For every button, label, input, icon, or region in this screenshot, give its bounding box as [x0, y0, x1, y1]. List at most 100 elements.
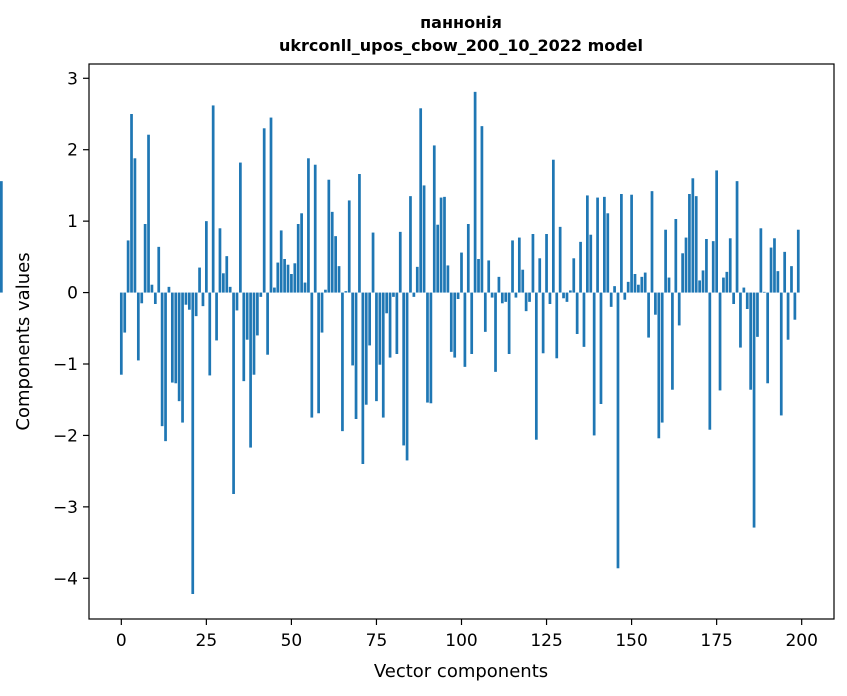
- bar: [705, 239, 708, 293]
- bar: [616, 292, 620, 569]
- bar: [432, 145, 436, 293]
- y-tick-label: −3: [53, 498, 78, 518]
- bar: [351, 292, 354, 366]
- bar: [239, 162, 242, 293]
- bar: [140, 292, 144, 304]
- bar: [191, 292, 195, 594]
- bar: [273, 287, 276, 293]
- bar: [364, 292, 368, 405]
- bar: [711, 241, 715, 293]
- bar: [119, 292, 123, 375]
- bar: [205, 221, 208, 293]
- bar: [126, 240, 130, 293]
- bar: [548, 292, 552, 304]
- y-tick-label: −1: [53, 355, 78, 375]
- bar: [551, 159, 555, 293]
- bar: [613, 286, 616, 293]
- bar: [732, 292, 736, 304]
- x-axis-label: Vector components: [374, 661, 548, 682]
- bar: [776, 271, 780, 293]
- bar: [160, 292, 164, 427]
- bar: [688, 194, 691, 293]
- bar: [456, 292, 460, 299]
- bar: [494, 292, 497, 372]
- bar: [572, 258, 576, 293]
- bar: [487, 260, 491, 293]
- bar: [650, 191, 654, 293]
- bar: [698, 280, 701, 293]
- bars-group: [0, 91, 800, 594]
- bar: [460, 252, 463, 293]
- bar: [640, 276, 644, 293]
- bar: [429, 292, 433, 404]
- bar: [198, 267, 201, 293]
- bar: [368, 292, 372, 346]
- x-axis: 0 25 50 75 100 125 150 175 200: [116, 619, 818, 651]
- bar: [596, 197, 599, 293]
- bar: [664, 229, 667, 293]
- bar: [290, 274, 293, 293]
- bar: [786, 292, 790, 340]
- bar: [266, 292, 269, 355]
- bar: [742, 287, 746, 293]
- bar: [215, 292, 218, 341]
- bar: [225, 256, 229, 293]
- bar: [735, 181, 739, 293]
- bar: [392, 292, 395, 297]
- y-tick-label: 1: [67, 212, 78, 232]
- bar: [531, 234, 535, 293]
- bar: [130, 114, 133, 293]
- bar: [395, 292, 399, 354]
- x-tick-label: 125: [530, 631, 562, 651]
- bar: [337, 266, 341, 293]
- bar: [633, 274, 637, 293]
- bar: [745, 292, 749, 309]
- y-tick-label: −4: [53, 569, 78, 589]
- bar: [324, 289, 327, 293]
- bar: [762, 291, 766, 293]
- bar: [623, 292, 627, 300]
- x-tick-label: 175: [700, 631, 732, 651]
- bar: [303, 282, 307, 293]
- bar: [684, 237, 688, 293]
- bar: [749, 292, 753, 390]
- bar: [793, 292, 797, 320]
- x-tick-label: 200: [785, 631, 817, 651]
- bar: [545, 234, 548, 293]
- bar: [293, 263, 297, 293]
- bar: [694, 196, 698, 293]
- bar: [249, 292, 252, 448]
- bar: [558, 226, 562, 293]
- bar: [779, 292, 783, 416]
- bar: [157, 246, 161, 293]
- bar: [412, 292, 416, 297]
- bar: [603, 196, 606, 293]
- bar: [483, 292, 487, 332]
- bar: [528, 292, 531, 302]
- bar: [592, 292, 596, 436]
- bar: [405, 292, 409, 461]
- bar: [569, 290, 572, 293]
- bar: [759, 228, 763, 293]
- bar: [667, 277, 671, 293]
- bar: [259, 292, 263, 297]
- bar: [344, 291, 348, 293]
- y-axis-label: Components values: [13, 252, 34, 430]
- bar: [609, 292, 613, 307]
- bar: [0, 181, 3, 293]
- bar: [330, 211, 334, 293]
- y-axis: −4 −3 −2 −1 0 1 2 3: [53, 69, 89, 589]
- chart-subtitle: ukrconll_upos_cbow_200_10_2022 model: [279, 36, 643, 55]
- y-tick-label: 0: [67, 284, 78, 304]
- bar: [507, 292, 511, 354]
- x-tick-label: 50: [281, 631, 303, 651]
- bar: [606, 213, 610, 293]
- bar: [504, 292, 508, 302]
- bar: [480, 126, 484, 293]
- x-tick-label: 150: [615, 631, 647, 651]
- bar: [385, 292, 389, 314]
- bar: [143, 224, 147, 293]
- bar: [358, 174, 361, 293]
